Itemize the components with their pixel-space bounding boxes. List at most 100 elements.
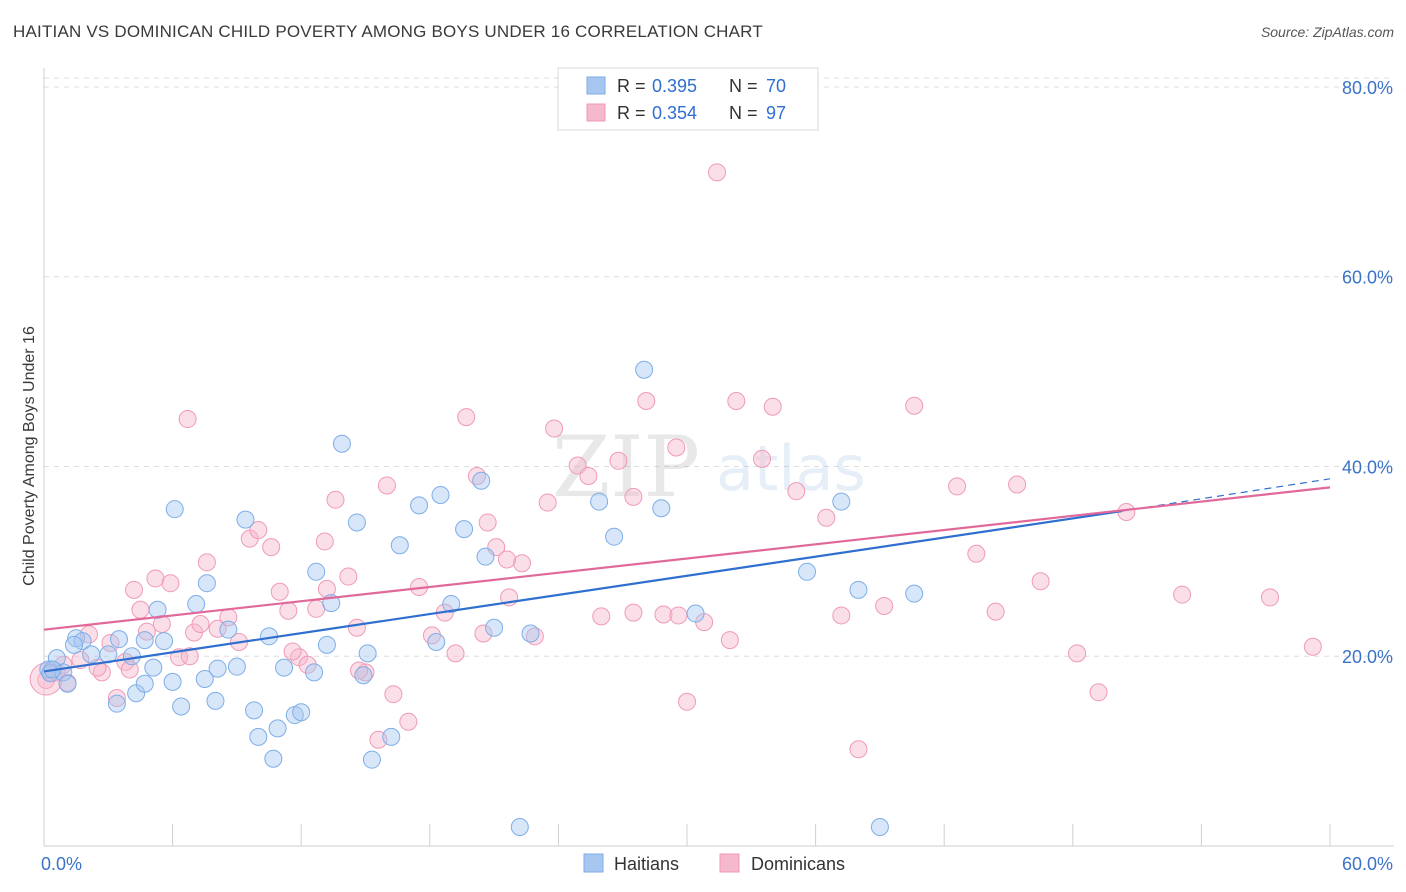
y-tick-labels: 20.0% 40.0% 60.0% 80.0% bbox=[1342, 78, 1393, 667]
legend-swatch-dominicans bbox=[586, 103, 606, 122]
haitians-point bbox=[275, 658, 294, 677]
haitians-point bbox=[605, 527, 624, 546]
y-axis-label: Child Poverty Among Boys Under 16 bbox=[21, 326, 38, 586]
dominicans-point bbox=[446, 644, 465, 663]
haitians-point bbox=[442, 595, 461, 614]
dominicans-trend-line bbox=[43, 486, 1331, 631]
dominicans-point bbox=[180, 647, 199, 666]
dominicans-point bbox=[283, 642, 302, 661]
haitians-point bbox=[472, 471, 491, 490]
haitians-point bbox=[410, 496, 429, 515]
y-tick-label: 20.0% bbox=[1342, 647, 1393, 667]
haitians-point bbox=[427, 633, 446, 652]
haitians-point bbox=[135, 631, 154, 650]
legend-n-value-1: 70 bbox=[766, 76, 786, 96]
haitians-point bbox=[798, 562, 817, 581]
dominicans-point bbox=[1008, 475, 1027, 494]
dominicans-point bbox=[609, 451, 628, 470]
haitians-point bbox=[197, 574, 216, 593]
haitians-point bbox=[165, 500, 184, 519]
dominicans-point bbox=[497, 550, 516, 569]
dominicans-point bbox=[624, 603, 643, 622]
legend-n-label-2: N = bbox=[729, 103, 758, 123]
haitians-point bbox=[249, 727, 268, 746]
dominicans-point bbox=[377, 476, 396, 495]
haitians-point bbox=[163, 672, 182, 691]
dominicans-point bbox=[579, 466, 598, 485]
dominicans-point bbox=[986, 602, 1005, 621]
trend-lines bbox=[43, 478, 1331, 673]
legend-box: R = 0.395 N = 70 R = 0.354 N = 97 bbox=[557, 67, 819, 131]
haitians-point bbox=[73, 632, 92, 651]
dominicans-point bbox=[262, 538, 281, 557]
haitians-point bbox=[849, 580, 868, 599]
y-tick-label: 60.0% bbox=[1342, 268, 1393, 288]
x-tick-labels: 0.0% 60.0% bbox=[41, 854, 1393, 874]
dominicans-point bbox=[669, 606, 688, 625]
legend-swatch-haitians bbox=[586, 76, 606, 95]
dominicans-point bbox=[125, 580, 144, 599]
haitians-point bbox=[485, 618, 504, 637]
dominicans-point bbox=[279, 601, 298, 620]
haitians-points bbox=[39, 360, 924, 837]
haitians-point bbox=[455, 520, 474, 539]
watermark: ZIP atlas bbox=[552, 418, 866, 516]
dominicans-point bbox=[1031, 572, 1050, 591]
dominicans-point bbox=[191, 614, 210, 633]
dominicans-point bbox=[384, 685, 403, 704]
dominicans-point bbox=[905, 396, 924, 415]
dominicans-point bbox=[720, 631, 739, 650]
haitians-point bbox=[686, 604, 705, 623]
haitians-point bbox=[354, 666, 373, 685]
dominicans-point bbox=[107, 688, 126, 707]
haitians-point bbox=[362, 750, 381, 769]
dominicans-point bbox=[307, 599, 326, 618]
dominicans-point bbox=[654, 605, 673, 624]
legend-r-label-2: R = bbox=[617, 103, 646, 123]
haitians-point bbox=[58, 674, 77, 693]
haitians-point bbox=[82, 645, 101, 664]
haitians-point bbox=[236, 510, 255, 529]
dominicans-point bbox=[678, 692, 696, 711]
dominicans-point bbox=[948, 477, 967, 496]
bottom-legend-label-dominicans: Dominicans bbox=[751, 854, 845, 874]
haitians-point bbox=[358, 644, 377, 663]
haitians-point bbox=[187, 595, 206, 614]
dominicans-point bbox=[131, 600, 150, 619]
dominicans-point bbox=[478, 513, 497, 532]
haitians-point bbox=[521, 624, 540, 643]
haitians-point bbox=[264, 749, 283, 768]
dominicans-point bbox=[787, 482, 806, 501]
source-label: Source: ZipAtlas.com bbox=[1260, 24, 1394, 40]
dominicans-point bbox=[249, 521, 268, 540]
bottom-legend-swatch-dominicans bbox=[719, 853, 740, 873]
y-tick-label: 80.0% bbox=[1342, 78, 1393, 98]
dominicans-point bbox=[457, 408, 476, 427]
dominicans-point bbox=[146, 569, 165, 588]
dominicans-point bbox=[399, 712, 418, 731]
dominicans-point bbox=[637, 392, 656, 411]
haitians-point bbox=[476, 547, 495, 566]
dominicans-point bbox=[624, 487, 643, 506]
dominicans-point bbox=[298, 655, 317, 674]
bottom-legend-label-haitians: Haitians bbox=[614, 854, 679, 874]
bottom-legend: Haitians Dominicans bbox=[583, 853, 845, 874]
haitians-point bbox=[155, 632, 174, 651]
dominicans-point bbox=[708, 163, 727, 182]
x-ticks bbox=[43, 824, 1331, 846]
dominicans-point bbox=[592, 607, 611, 626]
dominicans-points bbox=[29, 163, 1322, 759]
haitians-point bbox=[870, 818, 889, 837]
haitians-point bbox=[135, 674, 154, 693]
watermark-zip: ZIP bbox=[552, 418, 700, 516]
haitians-point bbox=[431, 485, 450, 504]
haitians-point bbox=[510, 818, 529, 837]
haitians-point bbox=[292, 703, 311, 722]
dominicans-point bbox=[875, 596, 894, 615]
haitians-point bbox=[148, 600, 167, 619]
haitians-point bbox=[635, 360, 654, 379]
x-tick-label: 60.0% bbox=[1342, 854, 1393, 874]
haitians-point bbox=[208, 659, 227, 678]
dominicans-point bbox=[817, 508, 836, 527]
dominicans-point bbox=[538, 493, 557, 512]
